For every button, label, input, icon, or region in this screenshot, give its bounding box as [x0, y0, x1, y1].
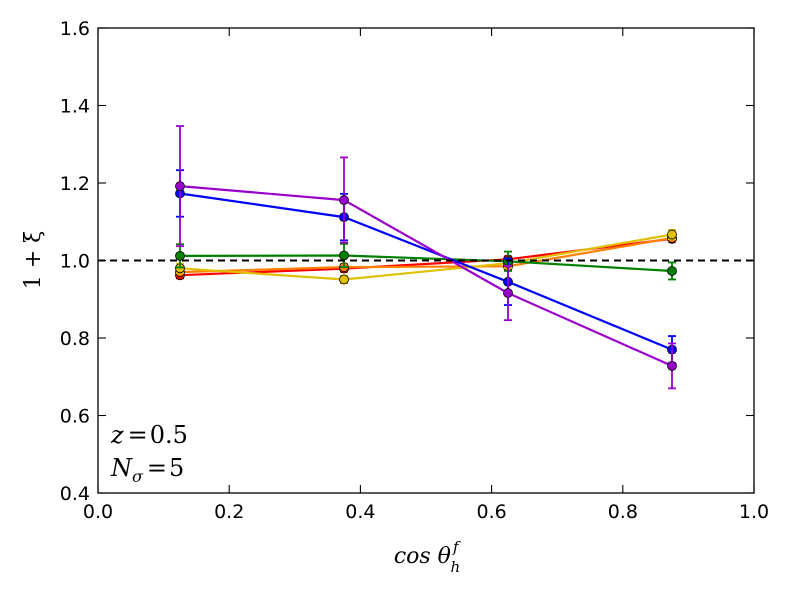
data-point-purple — [339, 195, 349, 205]
y-tick-label: 1.2 — [60, 173, 90, 195]
data-point-green — [339, 250, 349, 261]
y-tick-label: 1.6 — [60, 18, 90, 40]
series-line-blue — [179, 192, 673, 351]
y-tick-label: 0.4 — [60, 483, 90, 505]
tick-labels-layer: 0.0 0.2 0.4 0.6 0.8 1.0 0.4 0.6 0.8 1.0 1.2 1.4 1.6 — [60, 18, 769, 523]
data-point-purple — [667, 360, 677, 371]
series-line-gold — [179, 233, 673, 281]
x-tick-label: 0.6 — [476, 501, 506, 523]
series-line-purple — [179, 185, 673, 367]
series-gold — [175, 228, 677, 285]
data-point-purple — [175, 181, 185, 192]
data-point-green — [175, 250, 185, 261]
x-tick-label: 1.0 — [739, 501, 769, 523]
series-purple — [175, 125, 677, 390]
data-point-green — [667, 266, 677, 276]
series-line-green — [179, 254, 673, 273]
ticks-layer — [97, 27, 755, 494]
x-tick-label: 0.4 — [345, 501, 375, 523]
data-point-gold — [667, 229, 677, 240]
y-tick-label: 1.4 — [60, 96, 90, 118]
x-tick-label: 0.8 — [608, 501, 638, 523]
annotation-nsigma: Nσ =5 — [110, 454, 184, 486]
series-line-orange — [179, 236, 673, 274]
x-tick-label: 0.0 — [83, 501, 113, 523]
data-point-gold — [339, 274, 349, 285]
y-tick-label: 1.0 — [60, 251, 90, 273]
y-tick-label: 0.8 — [60, 328, 90, 350]
x-tick-label: 0.2 — [214, 501, 244, 523]
series-layer — [175, 125, 677, 390]
annotation-group: z =0.5 Nσ =5 — [110, 421, 188, 486]
y-tick-label: 0.6 — [60, 406, 90, 428]
annotation-redshift: z =0.5 — [110, 421, 188, 449]
data-point-purple — [503, 288, 513, 298]
y-axis-label: 1 + ξ — [21, 231, 46, 290]
